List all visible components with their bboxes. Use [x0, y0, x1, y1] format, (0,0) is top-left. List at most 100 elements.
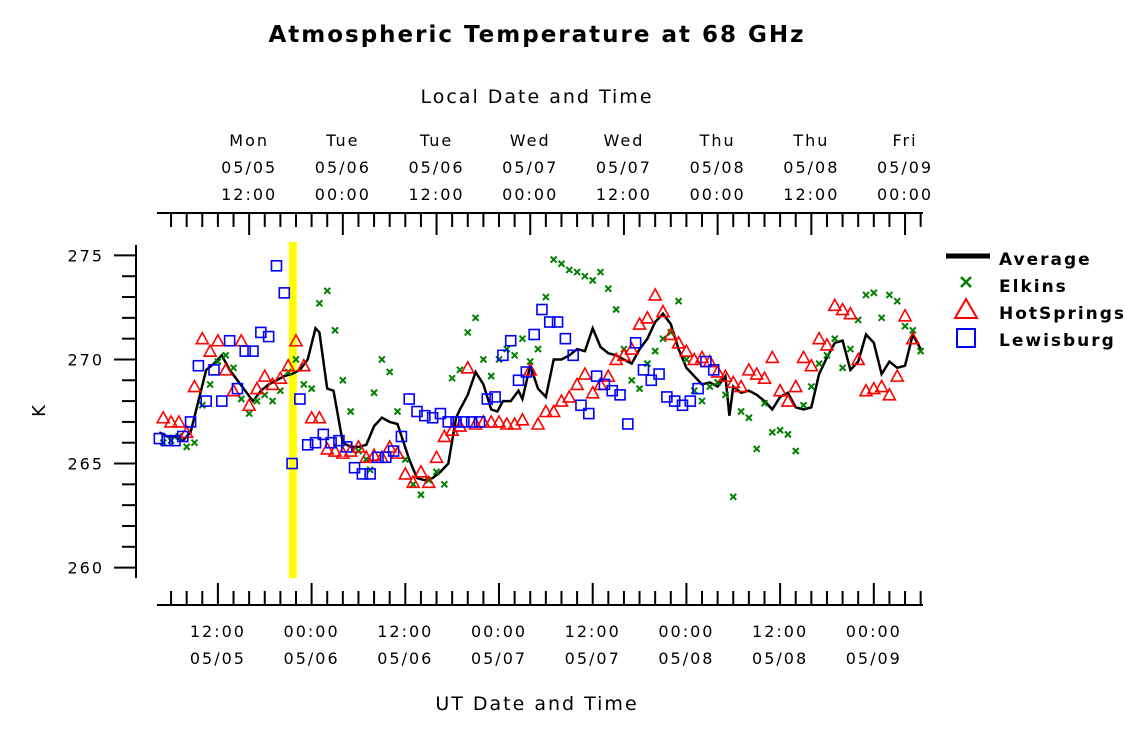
bottom-tick-label: 00:00 [471, 622, 527, 641]
hotsprings-point [171, 414, 187, 428]
lewisburg-point [223, 334, 236, 347]
lewisburg-point [559, 332, 572, 345]
top-tick-day: Wed [603, 131, 644, 150]
top-tick-time: 12:00 [221, 185, 277, 204]
lewisburg-point [403, 393, 416, 405]
elkins-point [823, 351, 831, 360]
hotsprings-point [491, 414, 507, 428]
hotsprings-point [749, 366, 765, 380]
elkins-point [534, 345, 542, 353]
lewisburg-point [614, 389, 626, 401]
hotsprings-point [796, 349, 811, 364]
lewisburg-point [348, 461, 361, 474]
lewisburg-point [247, 345, 259, 357]
hotsprings-point [827, 297, 843, 312]
elkins-point [690, 386, 698, 395]
elkins-point [846, 345, 855, 353]
hotsprings-point [155, 410, 171, 424]
hotsprings-point [452, 418, 468, 432]
elkins-point [807, 382, 816, 391]
lewisburg-point [231, 382, 244, 395]
hotsprings-point [889, 368, 905, 382]
hotsprings-point [538, 403, 554, 418]
lewisburg-point [637, 364, 650, 376]
lewisburg-point [684, 395, 697, 407]
hotsprings-point [569, 376, 585, 391]
top-tick-time: 00:00 [315, 185, 371, 204]
axes: 260 265 270 275 12:00 05/05 00:00 05/06 12:00 05/… [67, 131, 931, 668]
hotsprings-point [413, 464, 429, 478]
legend: Average Elkins HotSprings Lewisburg [946, 250, 1124, 351]
elkins-point [909, 326, 917, 335]
lewisburg-point [481, 393, 494, 405]
lewisburg-point [216, 395, 228, 407]
elkins-point [510, 351, 519, 360]
elkins-point [432, 468, 441, 476]
elkins-point [635, 384, 644, 393]
bottom-tick-date: 05/09 [846, 649, 902, 668]
top-tick-time: 12:00 [596, 185, 652, 204]
lewisburg-point [208, 364, 220, 376]
elkins-point [479, 355, 488, 364]
lewisburg-point [262, 330, 275, 343]
elkins-point [440, 480, 449, 489]
lewisburg-point [192, 359, 205, 372]
lewisburg-point [583, 407, 595, 420]
elkins-point [292, 355, 300, 364]
elkins-point [831, 334, 839, 343]
hotsprings-point [273, 370, 288, 385]
legend-swatch-hotsprings [953, 297, 979, 319]
elkins-point [721, 391, 730, 399]
lewisburg-point [169, 434, 181, 447]
x-axis-label: UT Date and Time [435, 693, 638, 715]
top-tick-date: 05/08 [690, 158, 746, 177]
lewisburg-point [340, 441, 353, 453]
top-tick-day: Tue [419, 131, 453, 150]
bottom-tick-date: 05/08 [752, 649, 808, 668]
elkins-point [667, 328, 675, 337]
lewisburg-point [606, 384, 619, 397]
lewisburg-point [465, 416, 478, 428]
hotsprings-point [843, 306, 858, 320]
legend-item-elkins: Elkins [960, 276, 1066, 297]
hotsprings-point [421, 474, 437, 489]
elkins-point [815, 359, 823, 368]
chart-title: Atmospheric Temperature at 68 GHz [268, 22, 805, 48]
highlight-band [288, 242, 297, 578]
elkins-point [573, 268, 581, 276]
hotsprings-point [366, 447, 382, 462]
hotsprings-point [882, 387, 897, 401]
elkins-point [643, 359, 652, 368]
hotsprings-point [522, 362, 538, 376]
elkins-point [542, 293, 550, 301]
lewisburg-point [676, 399, 689, 412]
series-line-average [158, 311, 922, 482]
elkins-point [237, 395, 246, 403]
hotsprings-point [499, 416, 515, 430]
elkins-point [370, 389, 378, 397]
elkins-point [581, 272, 589, 280]
bottom-tick-date: 05/07 [471, 649, 527, 668]
elkins-point [229, 364, 238, 372]
elkins-point [885, 291, 894, 299]
lewisburg-point [333, 434, 345, 447]
top-tick-date: 05/05 [221, 158, 277, 177]
hotsprings-point [233, 333, 249, 347]
elkins-point [604, 284, 613, 293]
hotsprings-point [600, 368, 616, 382]
lewisburg-point [286, 457, 298, 470]
lewisburg-point [364, 468, 376, 480]
elkins-point [300, 380, 308, 389]
lewisburg-point [372, 451, 384, 464]
top-tick-time: 12:00 [408, 185, 464, 204]
hotsprings-point [210, 333, 226, 347]
elkins-point [409, 480, 417, 489]
hotsprings-point [780, 393, 796, 407]
elkins-point [331, 326, 339, 335]
lewisburg-point [622, 418, 634, 430]
bottom-tick-label: 00:00 [658, 622, 714, 641]
lewisburg-point [543, 316, 556, 328]
lewisburg-point [692, 382, 704, 395]
elkins-point [799, 401, 808, 409]
legend-item-hotsprings: HotSprings [953, 297, 1124, 324]
